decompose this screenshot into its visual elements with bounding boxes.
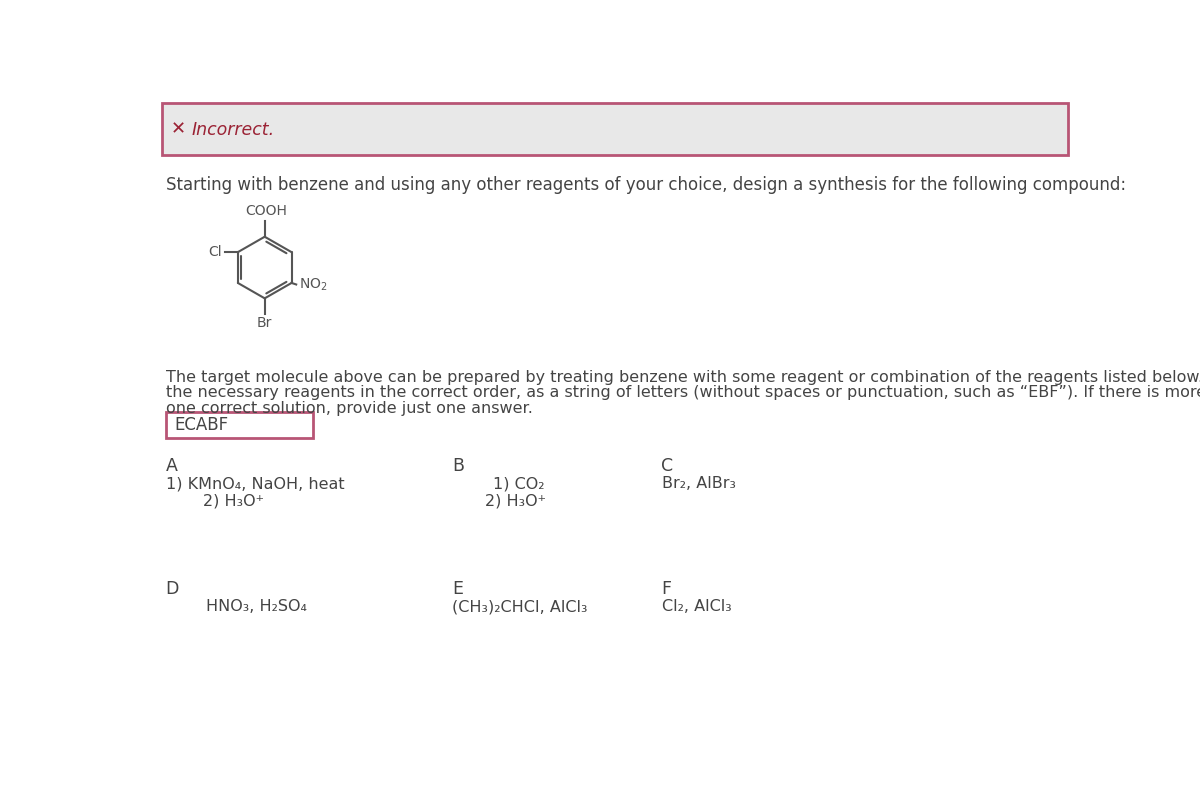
- Text: COOH: COOH: [245, 204, 287, 218]
- Text: ✕: ✕: [170, 121, 186, 138]
- Text: Cl₂, AlCl₃: Cl₂, AlCl₃: [661, 600, 731, 614]
- Text: 1) CO₂: 1) CO₂: [492, 477, 544, 491]
- Text: D: D: [166, 580, 179, 598]
- Text: Starting with benzene and using any other reagents of your choice, design a synt: Starting with benzene and using any othe…: [166, 176, 1126, 194]
- Text: E: E: [452, 580, 463, 598]
- FancyBboxPatch shape: [162, 103, 1068, 155]
- Text: 2) H₃O⁺: 2) H₃O⁺: [485, 493, 546, 508]
- Text: one correct solution, provide just one answer.: one correct solution, provide just one a…: [166, 401, 533, 415]
- Text: F: F: [661, 580, 672, 598]
- Text: The target molecule above can be prepared by treating benzene with some reagent : The target molecule above can be prepare…: [166, 370, 1200, 385]
- Text: the necessary reagents in the correct order, as a string of letters (without spa: the necessary reagents in the correct or…: [166, 386, 1200, 400]
- Text: HNO₃, H₂SO₄: HNO₃, H₂SO₄: [206, 600, 307, 614]
- Text: NO$_2$: NO$_2$: [299, 276, 328, 293]
- Text: 2) H₃O⁺: 2) H₃O⁺: [203, 493, 264, 508]
- Text: Cl: Cl: [208, 246, 222, 259]
- Text: Br₂, AlBr₃: Br₂, AlBr₃: [661, 477, 736, 491]
- Text: C: C: [661, 457, 673, 475]
- Text: 1) KMnO₄, NaOH, heat: 1) KMnO₄, NaOH, heat: [166, 477, 344, 491]
- Text: A: A: [166, 457, 178, 475]
- FancyBboxPatch shape: [166, 412, 313, 439]
- Text: Br: Br: [257, 316, 272, 330]
- Text: B: B: [452, 457, 464, 475]
- Text: Incorrect.: Incorrect.: [192, 121, 275, 138]
- Text: (CH₃)₂CHCI, AlCl₃: (CH₃)₂CHCI, AlCl₃: [452, 600, 588, 614]
- Text: ECABF: ECABF: [175, 416, 229, 435]
